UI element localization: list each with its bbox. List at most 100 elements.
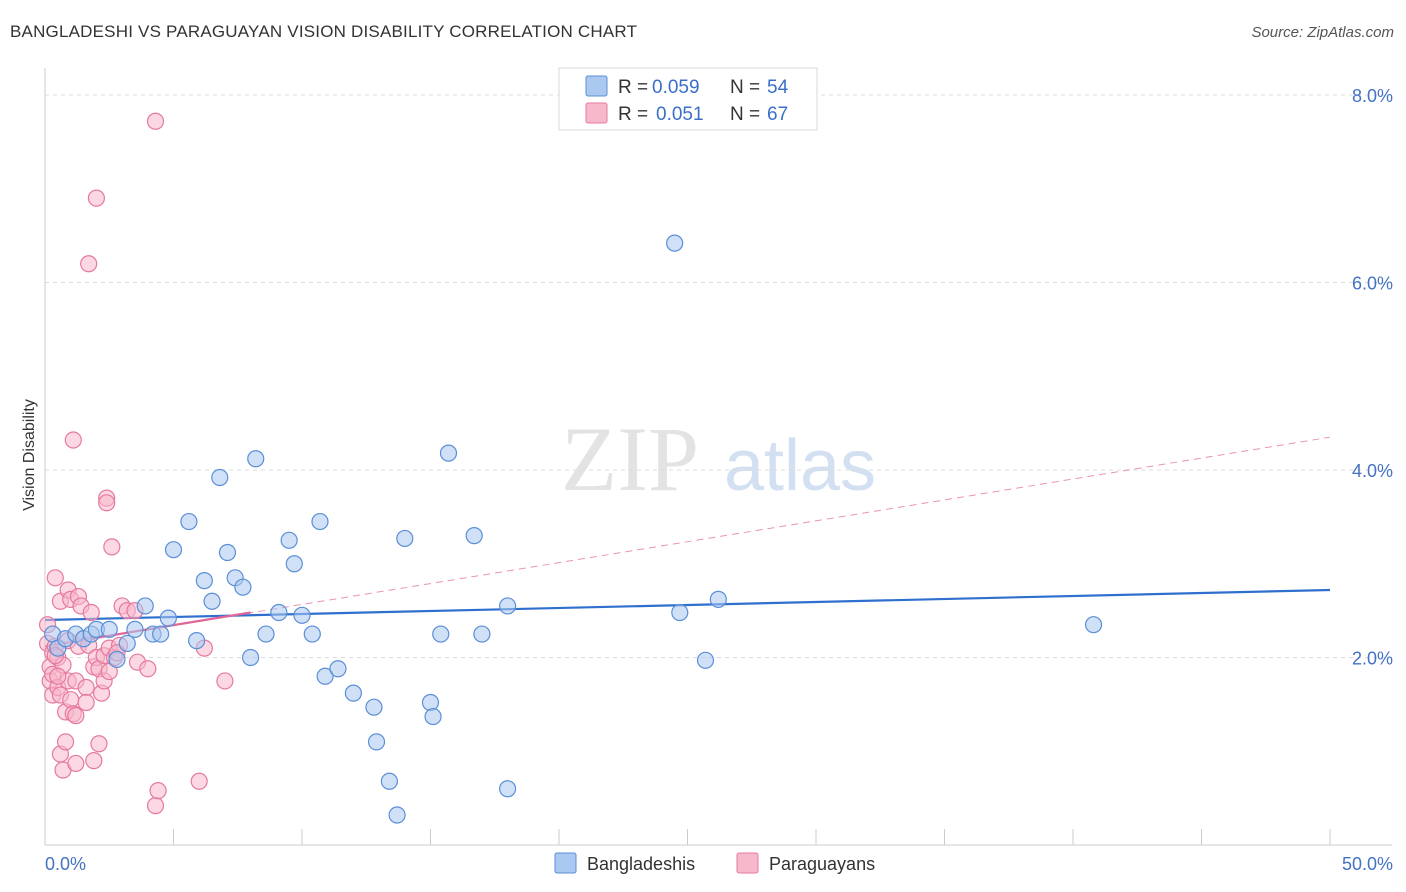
point-paraguayans	[146, 797, 165, 815]
y-tick-label: 4.0%	[1352, 461, 1393, 481]
point-bangladeshis	[126, 620, 144, 638]
point-bangladeshis	[421, 693, 440, 712]
point-bangladeshis	[303, 625, 321, 643]
point-bangladeshis	[118, 634, 136, 653]
point-paraguayans	[190, 772, 208, 790]
chart-title: BANGLADESHI VS PARAGUAYAN VISION DISABIL…	[10, 22, 638, 41]
point-paraguayans	[85, 752, 103, 770]
point-bangladeshis	[499, 597, 517, 615]
x-tick-label: 50.0%	[1342, 854, 1393, 874]
point-bangladeshis	[242, 648, 260, 667]
point-paraguayans	[82, 603, 100, 622]
point-bangladeshis	[180, 512, 198, 531]
point-bangladeshis	[188, 632, 206, 650]
y-tick-label: 8.0%	[1352, 86, 1393, 106]
point-bangladeshis	[666, 234, 684, 252]
point-bangladeshis	[195, 572, 213, 590]
point-bangladeshis	[1084, 616, 1103, 634]
point-bangladeshis	[709, 590, 727, 608]
point-bangladeshis	[365, 698, 383, 716]
point-bangladeshis	[218, 543, 237, 562]
legend-n-value-paraguayans: 67	[767, 104, 788, 125]
point-bangladeshis	[100, 620, 118, 638]
point-bangladeshis	[316, 667, 334, 685]
y-tick-label: 6.0%	[1352, 274, 1393, 294]
point-bangladeshis	[432, 625, 450, 643]
legend-n-value-bangladeshis: 54	[767, 77, 789, 98]
series-legend-label-bangladeshis: Bangladeshis	[587, 854, 695, 874]
point-paraguayans	[46, 569, 64, 587]
point-bangladeshis	[499, 780, 517, 798]
point-paraguayans	[216, 672, 234, 690]
point-paraguayans	[146, 112, 165, 130]
point-paraguayans	[139, 660, 157, 678]
watermark: ZIP atlas	[561, 408, 876, 510]
point-bangladeshis	[136, 597, 154, 615]
legend: R = 0.059 N = 54 R = 0.051 N = 67	[558, 67, 818, 131]
watermark-zip: ZIP	[561, 408, 699, 510]
point-bangladeshis	[211, 468, 229, 487]
point-bangladeshis	[159, 609, 177, 627]
point-bangladeshis	[396, 529, 414, 548]
trend-line-paraguayans-extended	[44, 436, 1331, 647]
grid-lines	[45, 94, 1392, 658]
point-bangladeshis	[671, 603, 689, 622]
point-paraguayans	[90, 735, 108, 753]
axes	[44, 68, 1392, 846]
legend-n-label-paraguayans: N =	[730, 104, 760, 125]
point-bangladeshis	[465, 527, 483, 545]
point-bangladeshis	[380, 772, 398, 790]
point-bangladeshis	[293, 606, 311, 624]
point-paraguayans	[98, 494, 116, 512]
series-legend: Bangladeshis Paraguayans	[554, 852, 875, 874]
point-bangladeshis	[311, 512, 329, 531]
point-bangladeshis	[367, 733, 386, 751]
legend-r-label-paraguayans: R =	[618, 104, 648, 125]
point-paraguayans	[103, 538, 121, 556]
point-bangladeshis	[152, 625, 170, 643]
point-paraguayans	[77, 693, 95, 712]
point-bangladeshis	[285, 555, 303, 573]
point-bangladeshis	[108, 650, 126, 668]
point-paraguayans	[67, 754, 85, 773]
series-legend-label-paraguayans: Paraguayans	[769, 854, 875, 874]
data-points	[38, 112, 1103, 824]
point-bangladeshis	[164, 541, 183, 559]
tick-labels: 2.0% 4.0% 6.0% 8.0% 0.0% 50.0%	[45, 86, 1393, 874]
point-bangladeshis	[344, 684, 362, 702]
point-bangladeshis	[329, 660, 347, 678]
legend-n-label-bangladeshis: N =	[730, 77, 760, 98]
point-paraguayans	[87, 189, 106, 207]
point-bangladeshis	[257, 625, 275, 643]
point-bangladeshis	[270, 603, 288, 622]
y-tick-label: 2.0%	[1352, 649, 1393, 669]
source-label: Source: ZipAtlas.com	[1251, 24, 1394, 41]
legend-swatch-bangladeshis	[585, 75, 608, 97]
point-paraguayans	[67, 707, 85, 725]
point-bangladeshis	[696, 651, 715, 669]
point-bangladeshis	[203, 592, 221, 610]
series-legend-swatch-paraguayans	[736, 852, 759, 874]
point-bangladeshis	[388, 806, 406, 824]
point-paraguayans	[77, 678, 95, 697]
legend-r-value-bangladeshis: 0.059	[652, 77, 700, 98]
point-paraguayans	[49, 667, 67, 685]
point-bangladeshis	[234, 578, 252, 596]
point-paraguayans	[80, 255, 98, 273]
point-bangladeshis	[247, 450, 265, 468]
x-tick-label: 0.0%	[45, 854, 86, 874]
legend-r-label-bangladeshis: R =	[618, 77, 648, 98]
legend-swatch-paraguayans	[585, 102, 608, 124]
trend-line-bangladeshis	[44, 588, 1331, 622]
legend-r-value-paraguayans: 0.051	[656, 104, 704, 125]
point-bangladeshis	[424, 707, 442, 726]
point-bangladeshis	[473, 625, 491, 643]
point-paraguayans	[64, 431, 82, 449]
point-paraguayans	[62, 691, 80, 709]
point-paraguayans	[149, 782, 167, 800]
point-bangladeshis	[280, 531, 298, 549]
point-bangladeshis	[439, 444, 458, 462]
y-axis-label: Vision Disability	[21, 399, 38, 511]
point-paraguayans	[56, 733, 75, 751]
